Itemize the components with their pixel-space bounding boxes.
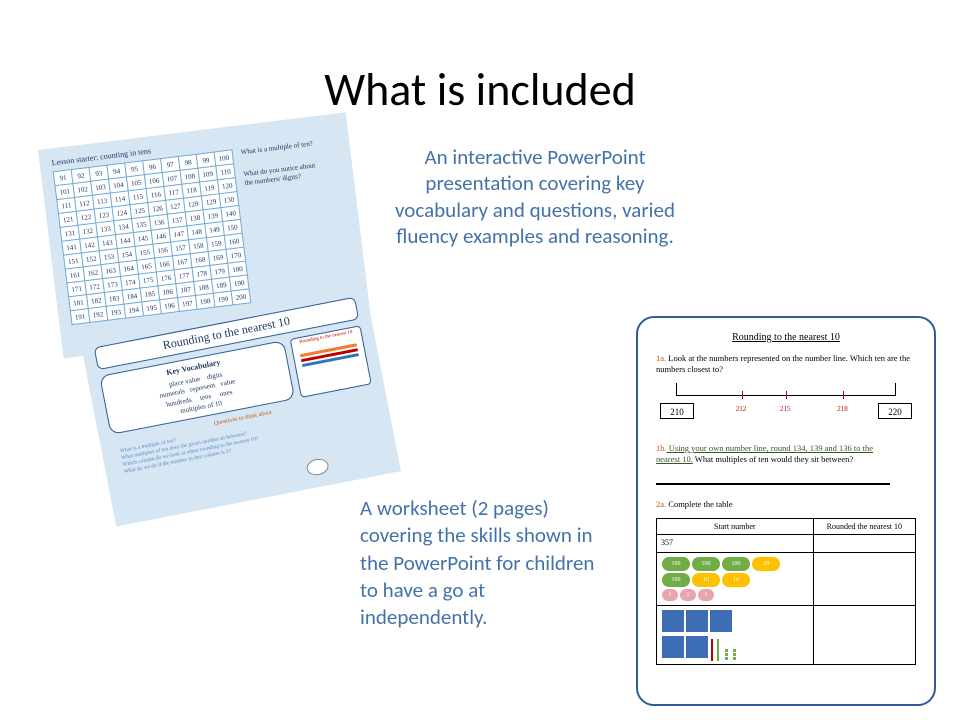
hundred-grid: 9192939495969798991001011021031041051061… [53,149,252,325]
description-worksheet: A worksheet (2 pages) covering the skill… [360,495,600,631]
worksheet-q1b: 1b. Using your own number line, round 13… [656,443,916,465]
worksheet-preview: Rounding to the nearest 10 1a. Look at t… [636,316,936,706]
number-line: 210220212215218 [656,383,916,429]
table-row1-start: 357 [657,535,814,553]
grid-side-questions: What is a multiple of ten? What do you n… [240,139,338,303]
q1b-number: 1b. [656,443,667,453]
q1b-underline-2: nearest 10. [656,454,693,464]
worksheet-q2a: 2a. Complete the table [656,499,916,510]
table-row3-start [657,606,814,665]
table-row3-rounded [813,606,915,665]
table-col2-header: Rounded the nearest 10 [813,519,915,535]
table-row: 100100100101001010111 [657,553,916,606]
worksheet-title: Rounding to the nearest 10 [656,332,916,343]
table-row2-start: 100100100101001010111 [657,553,814,606]
q1b-rest: What multiples of ten would they sit bet… [693,454,853,464]
thought-bubble-icon [305,457,330,477]
table-row [657,606,916,665]
grid-question-2: What do you notice about the numbers/ di… [243,161,324,187]
worksheet-table: Start number Rounded the nearest 10 357 … [656,518,916,665]
q1a-number: 1a. [656,353,666,363]
table-col1-header: Start number [657,519,814,535]
answer-line [656,473,890,485]
q2a-text: Complete the table [666,499,732,509]
table-row1-rounded [813,535,915,553]
q2a-number: 2a. [656,499,666,509]
worksheet-q1a: 1a. Look at the numbers represented on t… [656,353,916,375]
q1b-underline-1: Using your own number line, round 134, 1… [667,443,873,453]
table-row: 357 [657,535,916,553]
table-row2-rounded [813,553,915,606]
vocab-mini-preview: Rounding to the nearest 10 [290,325,372,397]
q1a-text: Look at the numbers represented on the n… [656,353,910,374]
page-title: What is included [0,62,960,118]
description-powerpoint: An interactive PowerPoint presentation c… [380,144,690,249]
